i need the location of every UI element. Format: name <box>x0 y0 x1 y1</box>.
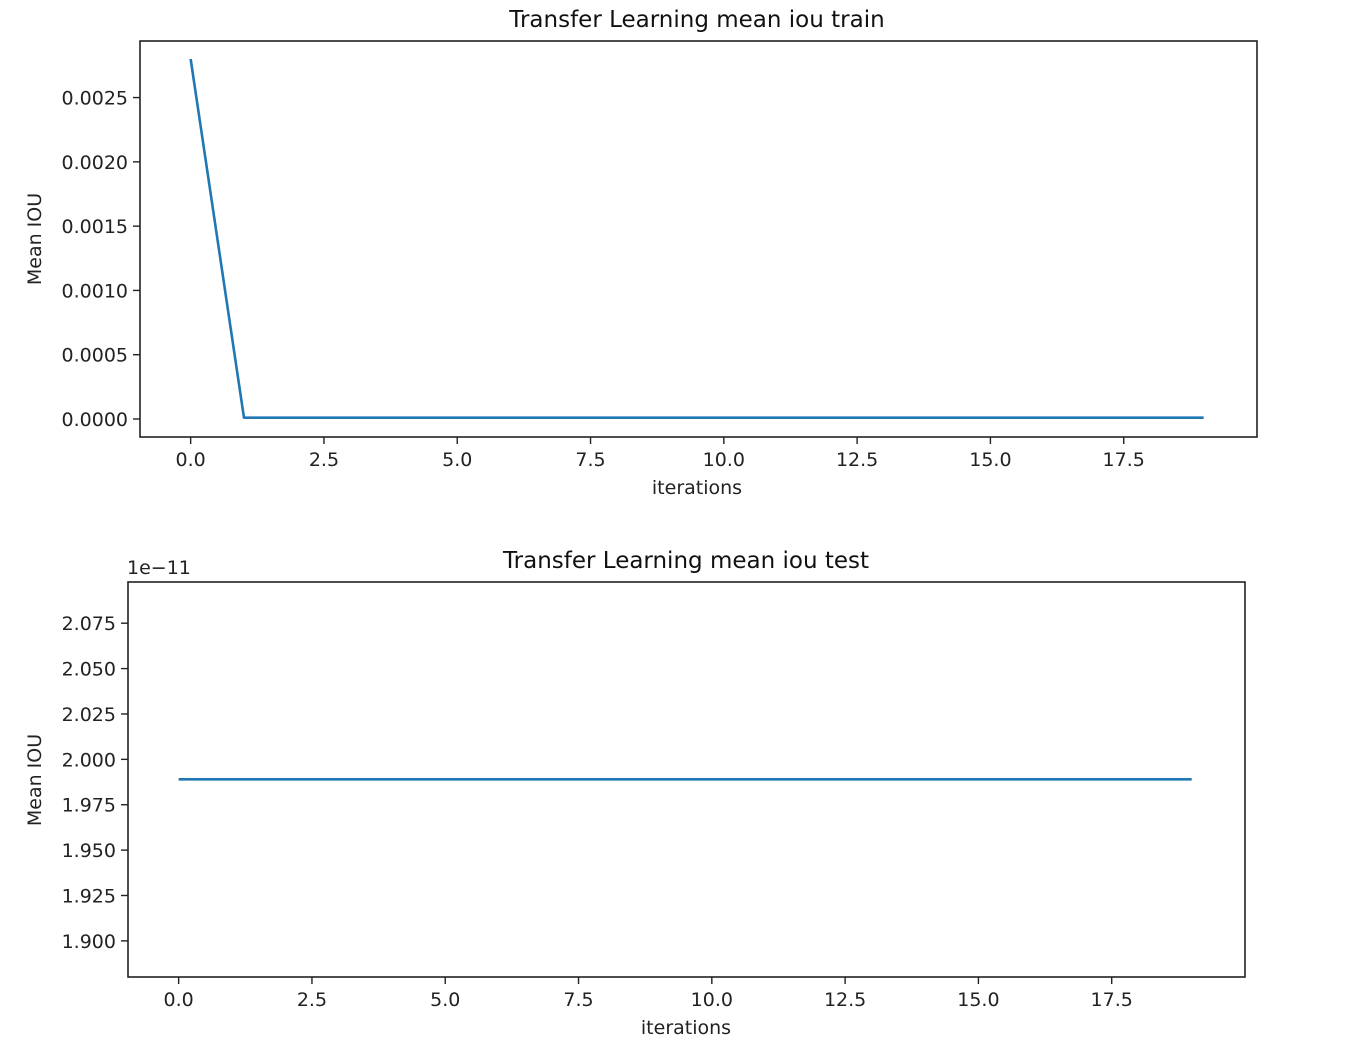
x-tick-label: 12.5 <box>824 989 866 1011</box>
x-tick-label: 5.0 <box>442 449 472 471</box>
x-tick-label: 0.0 <box>164 989 194 1011</box>
x-axis-ticks: 0.0 2.5 5.0 7.5 10.0 12.5 15.0 17.5 <box>164 977 1133 1011</box>
x-axis-label: iterations <box>641 1017 731 1039</box>
x-tick-label: 17.5 <box>1091 989 1133 1011</box>
x-tick-label: 10.0 <box>691 989 733 1011</box>
x-tick-label: 10.0 <box>703 449 745 471</box>
x-axis-label: iterations <box>652 477 742 499</box>
x-tick-label: 15.0 <box>969 449 1011 471</box>
x-tick-label: 7.5 <box>575 449 605 471</box>
y-tick-label: 0.0025 <box>62 88 128 110</box>
y-tick-label: 1.900 <box>62 931 116 953</box>
y-tick-label: 0.0000 <box>62 409 128 431</box>
y-tick-label: 0.0005 <box>62 345 128 367</box>
y-tick-label: 2.050 <box>62 659 116 681</box>
x-tick-label: 5.0 <box>430 989 460 1011</box>
y-tick-label: 2.025 <box>62 704 116 726</box>
x-tick-label: 0.0 <box>176 449 206 471</box>
y-tick-label: 1.975 <box>62 795 116 817</box>
series-group <box>189 58 1204 420</box>
y-tick-label: 0.0020 <box>62 152 128 174</box>
x-tick-label: 15.0 <box>957 989 999 1011</box>
axes-frame <box>139 40 1258 438</box>
y-offset-label: 1e−11 <box>127 557 191 579</box>
y-axis-ticks: 0.0000 0.0005 0.0010 0.0015 0.0020 0.0025 <box>62 88 140 431</box>
chart-title: Transfer Learning mean iou train <box>508 7 884 33</box>
x-tick-label: 12.5 <box>836 449 878 471</box>
series-line <box>189 58 1204 420</box>
chart-train: Transfer Learning mean iou train 0.0 2.5 5… <box>24 7 1258 499</box>
y-tick-label: 0.0015 <box>62 216 128 238</box>
chart-title: Transfer Learning mean iou test <box>502 548 869 574</box>
x-tick-label: 2.5 <box>297 989 327 1011</box>
y-tick-label: 2.075 <box>62 613 116 635</box>
y-tick-label: 2.000 <box>62 749 116 771</box>
y-axis-ticks: 1.900 1.925 1.950 1.975 2.000 2.025 2.050 2.075 <box>62 613 128 953</box>
axes-frame <box>127 581 1246 978</box>
y-axis-label: Mean IOU <box>24 193 46 285</box>
x-tick-label: 2.5 <box>309 449 339 471</box>
y-tick-label: 0.0010 <box>62 280 128 302</box>
y-tick-label: 1.950 <box>62 840 116 862</box>
x-tick-label: 17.5 <box>1103 449 1145 471</box>
chart-test: Transfer Learning mean iou test 1e−11 0.… <box>24 548 1246 1039</box>
y-tick-label: 1.925 <box>62 885 116 907</box>
x-axis-ticks: 0.0 2.5 5.0 7.5 10.0 12.5 15.0 17.5 <box>176 437 1145 471</box>
y-axis-label: Mean IOU <box>24 734 46 826</box>
x-tick-label: 7.5 <box>563 989 593 1011</box>
